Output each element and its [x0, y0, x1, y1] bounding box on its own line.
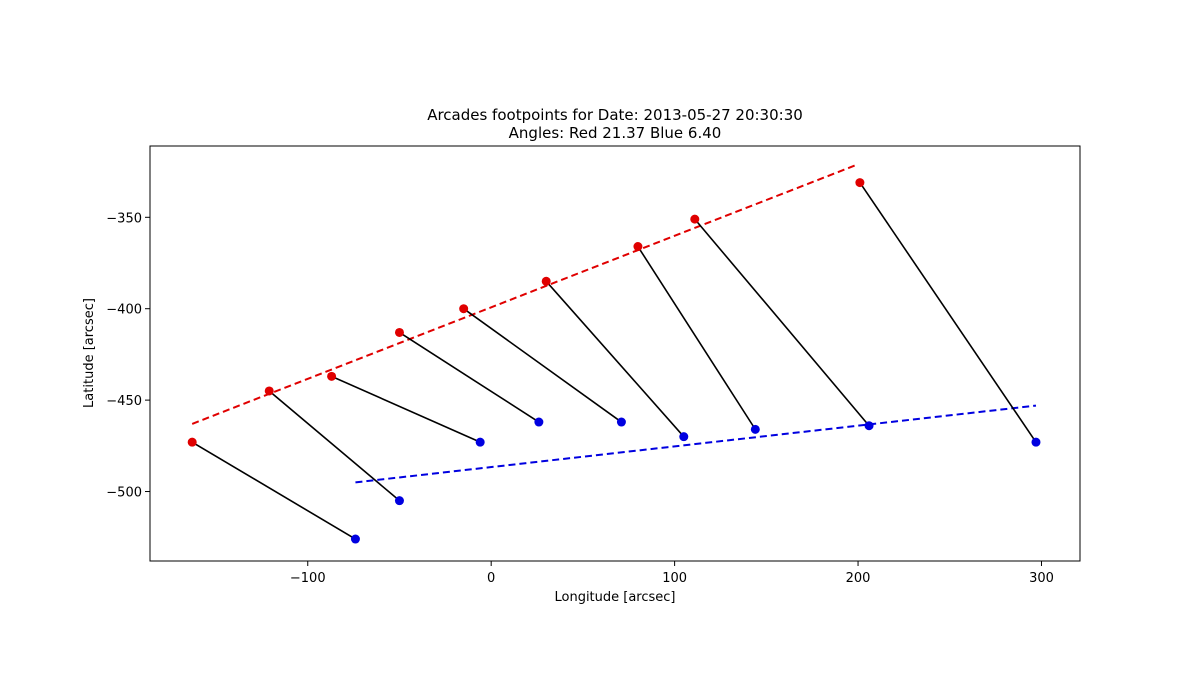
- y-tick-label: −500: [106, 486, 142, 501]
- footpoint-link: [463, 308, 622, 423]
- blue-footpoint: [864, 421, 874, 431]
- footpoint-link: [859, 182, 1037, 443]
- x-axis-label: Longitude [arcsec]: [554, 590, 675, 605]
- footpoint-link: [268, 390, 400, 502]
- blue-footpoint: [679, 432, 689, 442]
- red-footpoint: [187, 437, 197, 447]
- blue-footpoint: [475, 437, 485, 447]
- red-footpoint: [264, 386, 274, 396]
- y-tick-label: −450: [106, 394, 142, 409]
- footpoint-link: [637, 246, 756, 430]
- red-footpoint: [690, 214, 700, 224]
- axes-frame: [149, 145, 1081, 562]
- footpoint-link: [399, 331, 540, 423]
- footpoint-link: [545, 280, 685, 438]
- y-axis-label: Latitude [arcsec]: [82, 298, 97, 408]
- blue-footpoint: [350, 534, 360, 544]
- red-fit-line: [191, 163, 859, 425]
- red-footpoint: [855, 178, 865, 188]
- red-footpoint: [541, 276, 551, 286]
- blue-footpoint: [1031, 437, 1041, 447]
- blue-fit-line: [355, 404, 1037, 484]
- x-tick-label: −100: [290, 571, 326, 586]
- red-footpoint: [633, 242, 643, 252]
- axis-ticks: −100 0 100 200 300 −350 −400 −450 −500: [106, 211, 1054, 586]
- y-tick-label: −400: [106, 303, 142, 318]
- red-footpoint: [394, 327, 404, 337]
- x-tick-label: 100: [662, 571, 687, 586]
- red-footpoint: [327, 371, 337, 381]
- blue-footpoint: [616, 417, 626, 427]
- footpoint-link: [331, 375, 481, 443]
- blue-footpoint: [534, 417, 544, 427]
- chart-subtitle: Angles: Red 21.37 Blue 6.40: [509, 124, 722, 142]
- y-tick-label: −350: [106, 211, 142, 226]
- footpoint-link: [694, 218, 870, 427]
- x-tick-label: 300: [1029, 571, 1054, 586]
- footpoint-link: [191, 441, 356, 540]
- blue-footpoint: [394, 496, 404, 506]
- plot-area: [187, 163, 1041, 544]
- chart-title: Arcades footpoints for Date: 2013-05-27 …: [427, 106, 803, 124]
- x-tick-label: 200: [846, 571, 871, 586]
- blue-footpoint: [750, 424, 760, 434]
- x-tick-label: 0: [487, 571, 495, 586]
- red-footpoint: [459, 304, 469, 314]
